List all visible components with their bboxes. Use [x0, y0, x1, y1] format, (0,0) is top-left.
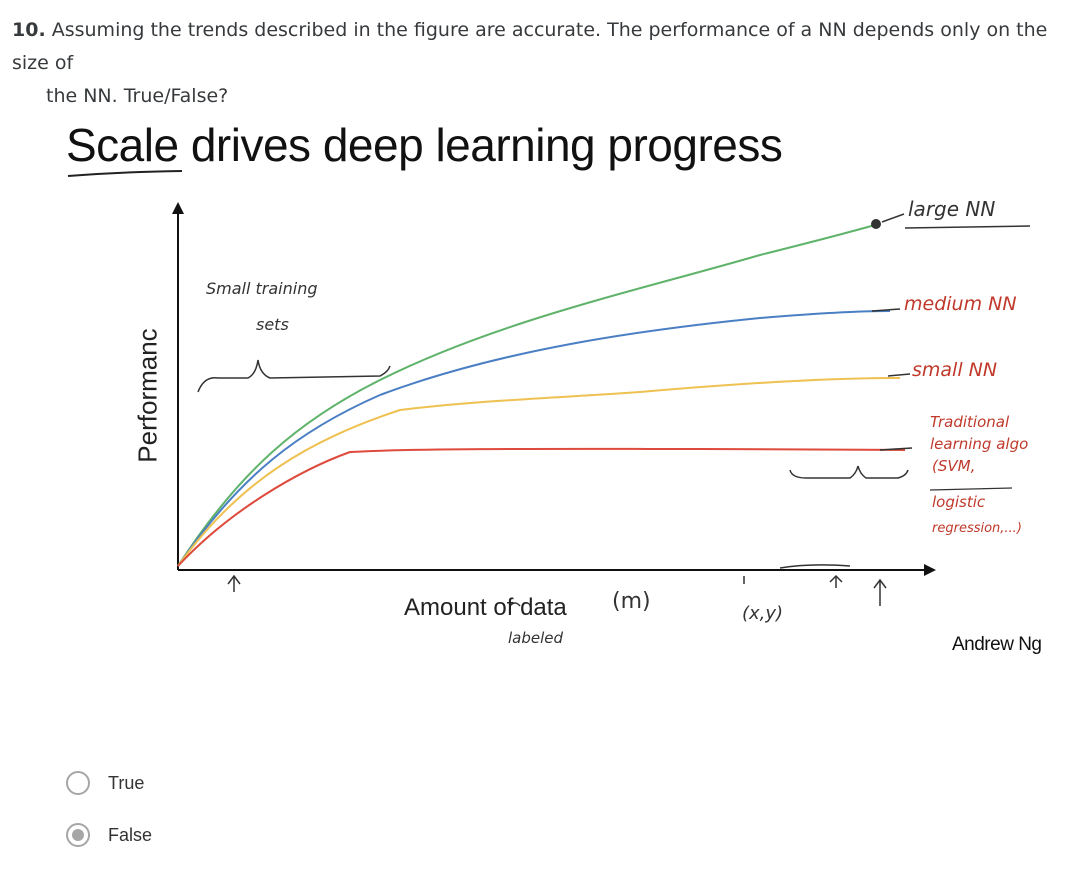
label-xy: (x,y): [742, 603, 784, 624]
curve-medium-nn: [177, 310, 891, 567]
label-sets: sets: [256, 315, 289, 334]
title-underline: [67, 170, 183, 177]
curve-traditional: [177, 447, 906, 567]
label-medium-nn: medium NN: [904, 293, 1017, 315]
label-labeled: labeled: [508, 629, 564, 647]
question-text: 10. Assuming the trends described in the…: [12, 14, 1052, 113]
radio-true[interactable]: [66, 771, 90, 795]
question-line-1: Assuming the trends described in the fig…: [12, 19, 1048, 74]
curve-large-nn: [177, 224, 876, 567]
x-axis-arrow: [924, 564, 936, 576]
author-credit: Andrew Ng: [952, 634, 1042, 655]
large-nn-dot: [871, 219, 881, 229]
label-large-nn: large NN: [908, 197, 996, 221]
slide-title: Scale drives deep learning progress: [66, 119, 783, 171]
answer-options: True False: [64, 766, 152, 870]
large-data-brace: [789, 465, 909, 479]
label-m: (m): [612, 589, 651, 614]
y-axis-label: Performanc: [132, 328, 163, 463]
curve-small-nn: [177, 377, 901, 567]
question-number: 10.: [12, 19, 46, 41]
label-small-nn: small NN: [912, 359, 998, 381]
x-axis-label: Amount of data: [404, 594, 567, 621]
option-true-label: True: [108, 772, 145, 793]
label-traditional-3: (SVM,: [932, 457, 976, 475]
label-traditional-5: regression,...): [932, 521, 1022, 536]
option-false-label: False: [108, 824, 153, 845]
label-small-training: Small training: [206, 279, 318, 298]
y-axis-arrow: [172, 202, 184, 214]
label-traditional-1: Traditional: [930, 413, 1010, 431]
option-true[interactable]: True: [64, 766, 152, 800]
radio-false[interactable]: [66, 823, 90, 847]
small-sets-brace: [197, 359, 391, 393]
question-line-2: the NN. True/False?: [46, 85, 229, 107]
option-false[interactable]: False: [64, 818, 152, 852]
label-traditional-2: learning algo: [930, 435, 1029, 453]
label-traditional-4: logistic: [932, 493, 986, 511]
